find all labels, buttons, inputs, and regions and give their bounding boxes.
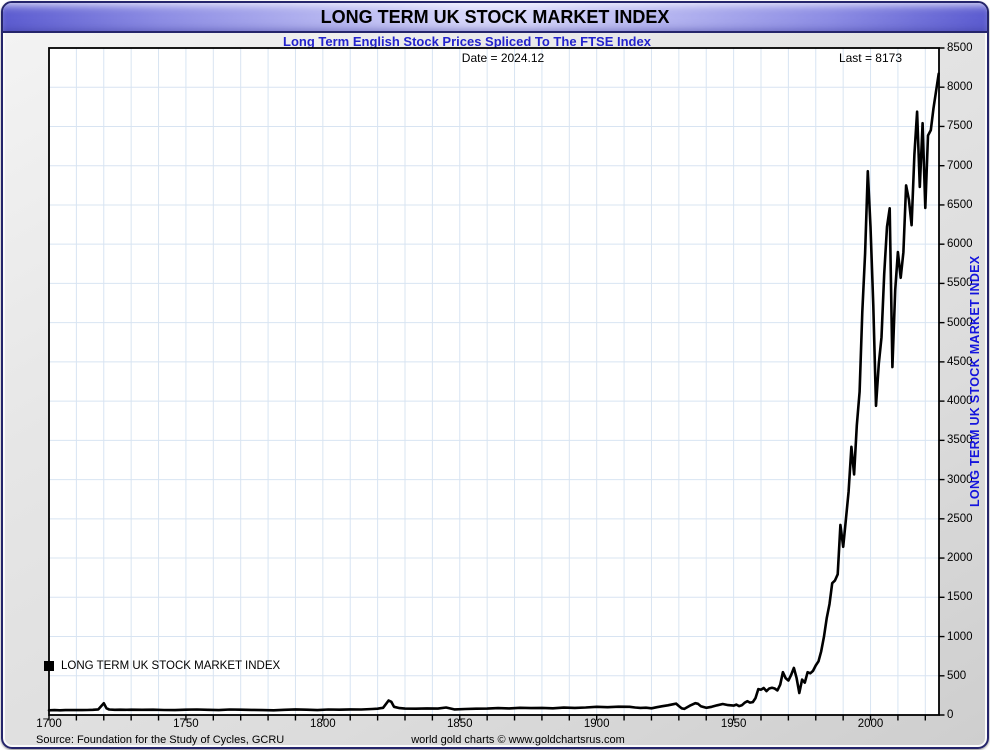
y-tick-label: 3500 — [947, 434, 973, 447]
y-tick-label: 5000 — [947, 316, 973, 329]
legend-marker-square-icon — [44, 661, 54, 671]
x-tick-label: 1900 — [583, 718, 610, 730]
y-tick-label: 4000 — [947, 395, 973, 408]
index-line — [47, 72, 941, 712]
y-tick-label: 0 — [947, 709, 954, 721]
y-tick-label: 6000 — [947, 238, 973, 251]
date-annotation: Date = 2024.12 — [461, 51, 545, 65]
y-tick-label: 500 — [947, 669, 967, 682]
plot-border — [48, 47, 940, 716]
y-tick-label: 2500 — [947, 512, 973, 525]
y-tick-label: 8500 — [947, 42, 973, 54]
y-tick-label: 8000 — [947, 81, 973, 94]
legend: LONG TERM UK STOCK MARKET INDEX — [44, 660, 280, 672]
x-tick-label: 2000 — [857, 718, 884, 730]
y-tick-label: 4500 — [947, 355, 973, 368]
chart-title: LONG TERM UK STOCK MARKET INDEX — [320, 6, 670, 27]
legend-label: LONG TERM UK STOCK MARKET INDEX — [61, 660, 281, 672]
x-tick-label: 1950 — [720, 718, 747, 730]
y-tick-label: 1500 — [947, 591, 973, 604]
y-tick-label: 5500 — [947, 277, 973, 290]
y-tick-label: 7000 — [947, 159, 973, 172]
y-tick-label: 2000 — [947, 552, 973, 565]
x-tick-label: 1750 — [173, 718, 199, 730]
x-tick-label: 1700 — [36, 718, 62, 730]
y-tick-label: 3000 — [947, 473, 973, 486]
source-credit: Source: Foundation for the Study of Cycl… — [36, 734, 285, 746]
plot-canvas — [47, 47, 945, 721]
site-credit: world gold charts © www.goldchartsrus.co… — [411, 734, 625, 746]
y-tick-label: 6500 — [947, 198, 973, 211]
y-tick-label: 1000 — [947, 630, 973, 643]
x-tick-label: 1800 — [310, 718, 336, 730]
plot-background — [49, 48, 939, 715]
title-bar: LONG TERM UK STOCK MARKET INDEX — [3, 3, 987, 33]
last-annotation: Last = 8173 — [838, 51, 902, 65]
y-axis-title: LONG TERM UK STOCK MARKET INDEX — [968, 255, 982, 508]
y-tick-label: 7500 — [947, 120, 973, 133]
x-tick-label: 1850 — [446, 718, 473, 730]
chart-subtitle: Long Term English Stock Prices Spliced T… — [283, 34, 651, 49]
